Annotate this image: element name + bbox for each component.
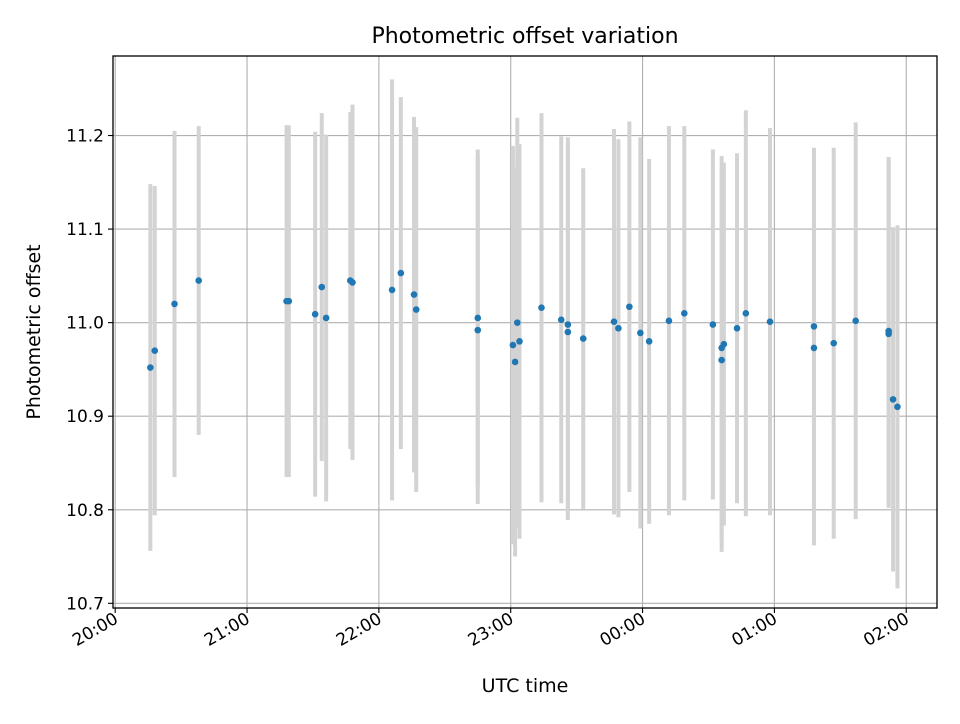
x-tick-label: 20:00 [69, 609, 121, 651]
data-point [410, 291, 418, 298]
data-point [397, 269, 405, 277]
error-bars [148, 79, 900, 589]
data-point [514, 319, 521, 326]
data-point [285, 297, 293, 305]
y-tick-label: 11.1 [66, 220, 104, 240]
data-point [766, 318, 774, 326]
data-point [564, 321, 572, 328]
x-tick-label: 22:00 [333, 609, 385, 651]
data-point [511, 358, 519, 366]
data-point [681, 309, 688, 317]
plot-frame [112, 55, 938, 609]
data-point [637, 329, 644, 337]
data-point [311, 310, 319, 318]
data-point [885, 330, 892, 338]
y-tick-label: 10.9 [66, 407, 104, 427]
data-point [742, 309, 750, 317]
x-axis-label: UTC time [482, 675, 569, 697]
y-tick-label: 11.0 [66, 314, 104, 334]
data-point [810, 344, 818, 352]
y-tick-label: 11.2 [66, 127, 104, 147]
data-point [388, 286, 396, 294]
data-point [564, 328, 572, 336]
x-tick-label: 00:00 [597, 609, 649, 651]
data-point [889, 396, 897, 403]
data-point [171, 300, 178, 308]
data-point [412, 306, 420, 313]
x-tick-label: 02:00 [860, 609, 912, 651]
x-tick-label: 01:00 [728, 609, 780, 651]
y-axis-label: Photometric offset [23, 244, 45, 419]
x-axis: 20:00 21:00 22:00 23:00 00:00 01:00 02:00 [69, 608, 913, 651]
y-axis: 10.7 10.8 10.9 11.0 11.1 11.2 [66, 127, 113, 614]
data-point [557, 316, 565, 324]
data-point [626, 303, 633, 311]
data-point [474, 314, 482, 322]
y-tick-label: 10.7 [66, 594, 104, 614]
data-point [151, 347, 159, 355]
data-point [195, 277, 202, 284]
data-point [147, 364, 154, 371]
data-point [509, 341, 517, 349]
data-point [894, 403, 901, 411]
x-tick-label: 21:00 [201, 609, 253, 651]
data-points [147, 269, 901, 411]
data-point [318, 283, 326, 291]
data-point [610, 318, 618, 326]
data-point [615, 324, 622, 332]
data-point [830, 339, 838, 347]
data-point [645, 338, 653, 345]
data-point [349, 279, 356, 286]
data-point [718, 356, 725, 364]
data-point [852, 317, 859, 325]
data-point [665, 317, 673, 325]
data-point [538, 304, 545, 311]
y-tick-label: 10.8 [66, 501, 104, 521]
data-point [810, 323, 818, 330]
data-point [720, 340, 728, 348]
data-point [516, 338, 523, 345]
data-point [579, 335, 587, 342]
data-point [322, 314, 330, 322]
x-tick-label: 23:00 [465, 609, 517, 651]
data-point [733, 324, 741, 332]
data-point [474, 326, 482, 334]
chart-title: Photometric offset variation [371, 24, 678, 49]
plot-area [112, 55, 938, 609]
data-point [709, 321, 717, 328]
